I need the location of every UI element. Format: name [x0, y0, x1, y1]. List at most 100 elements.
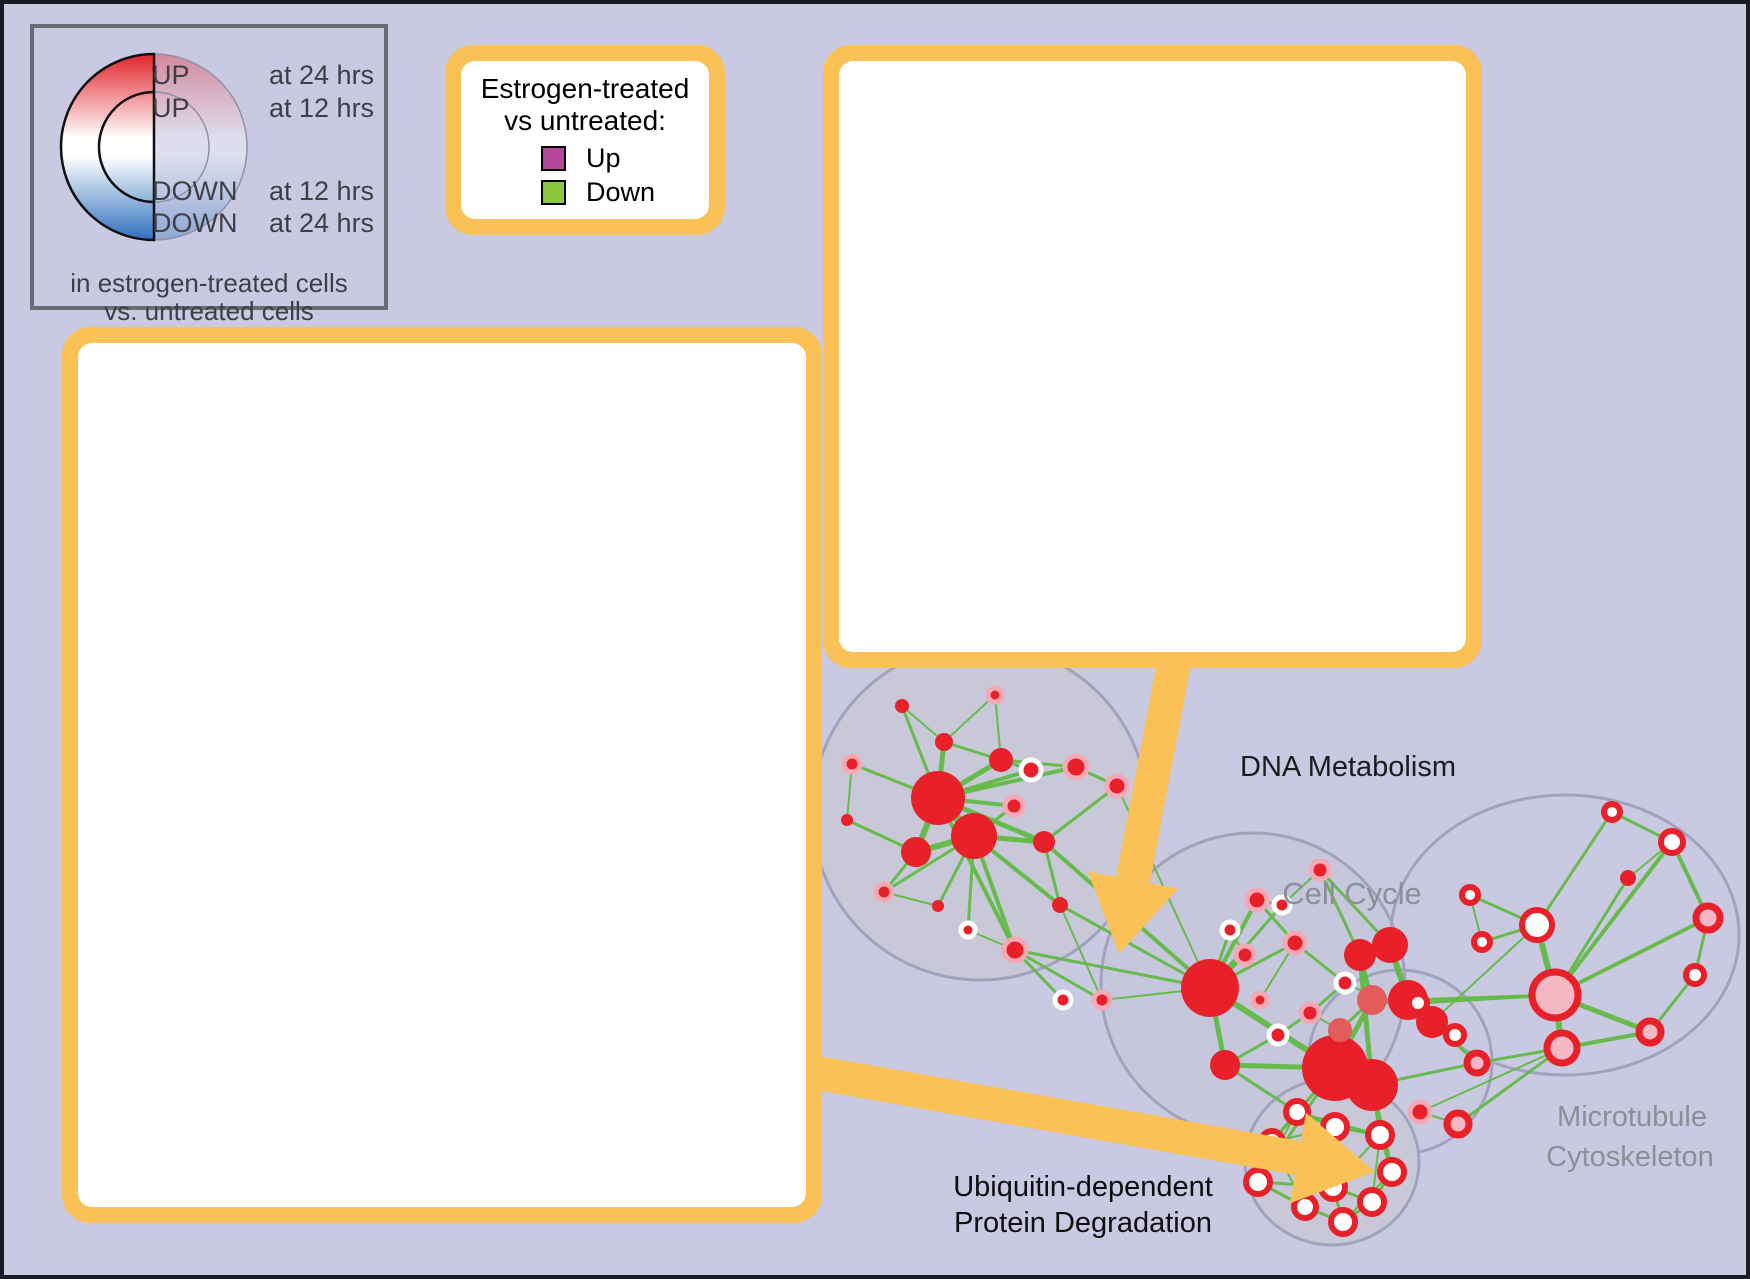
- arrow-apc-to-ubiquitin-shaft: [797, 1053, 1301, 1175]
- updown-wheel-icon: [59, 52, 248, 242]
- wheel-row-time-2: at 12 hrs: [269, 176, 375, 206]
- updown-legend-title-2: vs untreated:: [504, 105, 666, 136]
- up-color-swatch: [541, 146, 566, 171]
- network-node-solid: [1372, 927, 1408, 963]
- network-node-solid: [989, 748, 1013, 772]
- legend-item-up: Up: [541, 143, 621, 174]
- network-node-halo-white: [1271, 894, 1293, 916]
- network-node-halo-white: [1266, 1023, 1290, 1047]
- network-node-ring-white: [1283, 1098, 1311, 1126]
- network-node-ring-white: [1601, 801, 1623, 823]
- network-node-ring-pink: [1528, 968, 1582, 1022]
- network-node-solid: [951, 813, 997, 859]
- wheel-footer-line1: in estrogen-treated cells: [70, 268, 348, 298]
- network-node-ring-white: [1658, 828, 1686, 856]
- network-edge: [1014, 948, 1103, 1002]
- network-node-halo-pink: [1298, 1001, 1322, 1025]
- network-node-halo-pink: [1062, 753, 1090, 781]
- network-label-microtubule-1: Microtubule: [1557, 1101, 1707, 1133]
- wheel-row-dir-3: DOWN: [152, 208, 238, 238]
- network-node-halo-pink: [1104, 773, 1130, 799]
- up-label: Up: [586, 143, 621, 173]
- network-label-ubiquitin-2: Protein Degradation: [954, 1207, 1212, 1239]
- network-node-solid: [1181, 959, 1239, 1017]
- network-node-halo-white: [1333, 971, 1357, 995]
- network-edge: [936, 797, 1017, 951]
- network-node-solid-light: [1357, 985, 1387, 1015]
- network-node-halo-white: [958, 920, 978, 940]
- network-edge: [1554, 916, 1709, 997]
- network-node-ring-pink: [1692, 902, 1724, 934]
- network-node-solid: [935, 733, 953, 751]
- network-label-ubiquitin-1: Ubiquitin-dependent: [953, 1171, 1213, 1203]
- network-node-halo-pink: [985, 685, 1005, 705]
- network-edge: [901, 705, 945, 743]
- network-node-halo-pink: [1244, 887, 1270, 913]
- network-edge: [1419, 1047, 1563, 1113]
- network-edge: [1059, 904, 1103, 1001]
- network-node-ring-white: [1471, 931, 1493, 953]
- network-node-ring-white: [1519, 907, 1555, 943]
- network-node-solid-light: [1328, 1018, 1352, 1042]
- network-node-halo-pink: [1233, 943, 1257, 967]
- wheel-row-dir-1: UP: [152, 93, 190, 123]
- arrow-replication-to-dna-shaft: [1116, 638, 1195, 884]
- updown-legend-box: Estrogen-treated vs untreated: Up Down: [445, 45, 725, 235]
- network-node-solid: [1210, 1050, 1240, 1080]
- network-node-ring-white: [1357, 1187, 1387, 1217]
- network-node-solid: [1346, 1059, 1398, 1111]
- network-edge: [1431, 924, 1538, 1023]
- network-label-dna-metabolism: DNA Metabolism: [1240, 751, 1456, 783]
- updown-legend-title-1: Estrogen-treated: [480, 73, 690, 104]
- down-label: Down: [586, 177, 656, 207]
- network-node-halo-white: [1052, 989, 1074, 1011]
- arrow-replication-to-dna-head: [1087, 871, 1179, 954]
- apc-panel: [78, 343, 806, 1207]
- network-node-ring-white: [1365, 1120, 1395, 1150]
- network-node-ring-white: [1328, 1207, 1358, 1237]
- network-node-halo-pink: [1091, 989, 1113, 1011]
- network-node-solid: [932, 900, 944, 912]
- network-node-ring-white: [1377, 1157, 1407, 1187]
- network-node-ring-white: [1406, 991, 1430, 1015]
- wheel-row-dir-2: DOWN: [152, 176, 238, 206]
- down-color-swatch: [541, 180, 566, 205]
- network-edge: [1535, 811, 1614, 926]
- network-node-halo-white: [1018, 757, 1044, 783]
- network-node-halo-pink: [1308, 858, 1332, 882]
- network-edge: [1043, 784, 1118, 844]
- network-node-halo-white: [1219, 919, 1241, 941]
- dna-metabolism-circle: [810, 642, 1150, 982]
- network-node-solid: [1620, 870, 1636, 886]
- network-node-halo-pink: [1282, 930, 1308, 956]
- network-node-solid: [901, 837, 931, 867]
- network-node-solid: [1344, 939, 1376, 971]
- apc-box: [62, 327, 822, 1223]
- network-node-ring-pink: [1635, 1017, 1665, 1047]
- network-edge: [943, 694, 996, 743]
- wheel-footer-line2: vs. untreated cells: [104, 296, 314, 326]
- network-node-ring-white: [1683, 963, 1707, 987]
- network-node-halo-pink: [841, 753, 863, 775]
- network-node-solid: [1052, 897, 1068, 913]
- network-node-halo-pink: [873, 881, 895, 903]
- network-node-solid: [1033, 831, 1055, 853]
- network-node-ring-white: [1243, 1167, 1273, 1197]
- legend-item-down: Down: [541, 177, 655, 208]
- network-node-ring-pink: [1443, 1109, 1473, 1139]
- network-edge: [1014, 948, 1211, 990]
- network-node-halo-pink: [1407, 1099, 1433, 1125]
- updown-legend-panel: Estrogen-treated vs untreated: Up Down: [461, 61, 709, 219]
- network-label-cell-cycle: Cell Cycle: [1282, 876, 1422, 911]
- network-edge: [1553, 840, 1674, 997]
- wheel-row-time-0: at 24 hrs: [269, 60, 375, 90]
- arrow-apc-to-ubiquitin-head: [1289, 1112, 1375, 1204]
- replication-fork-box: [823, 45, 1482, 668]
- network-node-solid: [911, 771, 965, 825]
- network-node-halo-pink: [1001, 936, 1029, 964]
- network-node-ring-white: [1459, 884, 1481, 906]
- wheel-legend-box: UP at 24 hrs UP at 12 hrs DOWN at 12 hrs…: [30, 24, 388, 326]
- network-label-microtubule-2: Cytoskeleton: [1546, 1141, 1714, 1173]
- network-node-solid: [1416, 1006, 1448, 1038]
